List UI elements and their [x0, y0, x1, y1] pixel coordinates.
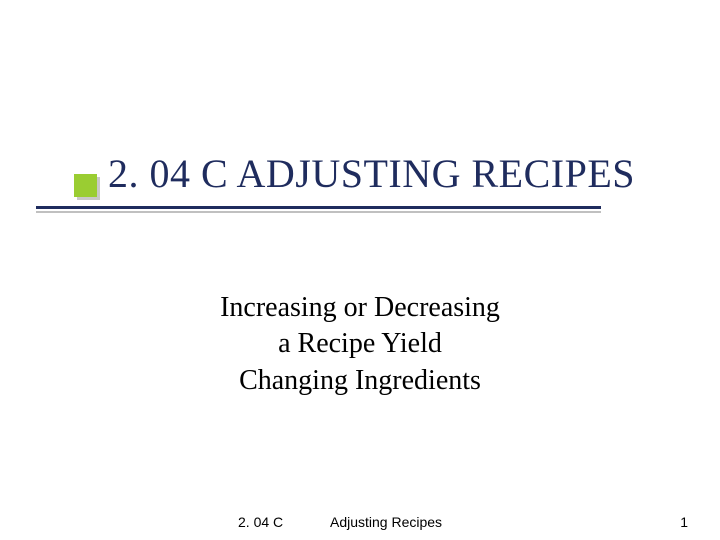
- subtitle-block: Increasing or Decreasing a Recipe Yield …: [0, 290, 720, 399]
- title-rule: [36, 206, 601, 213]
- subtitle-line: Increasing or Decreasing: [0, 290, 720, 326]
- page-number: 1: [680, 514, 688, 530]
- title-block: 2. 04 C ADJUSTING RECIPES: [0, 150, 720, 197]
- rule-top: [36, 206, 601, 209]
- footer-section-code: 2. 04 C: [238, 514, 283, 530]
- rule-bottom: [36, 211, 601, 213]
- subtitle-line: Changing Ingredients: [0, 363, 720, 399]
- footer-title: Adjusting Recipes: [330, 514, 442, 530]
- subtitle-line: a Recipe Yield: [0, 326, 720, 362]
- slide-title: 2. 04 C ADJUSTING RECIPES: [0, 150, 720, 197]
